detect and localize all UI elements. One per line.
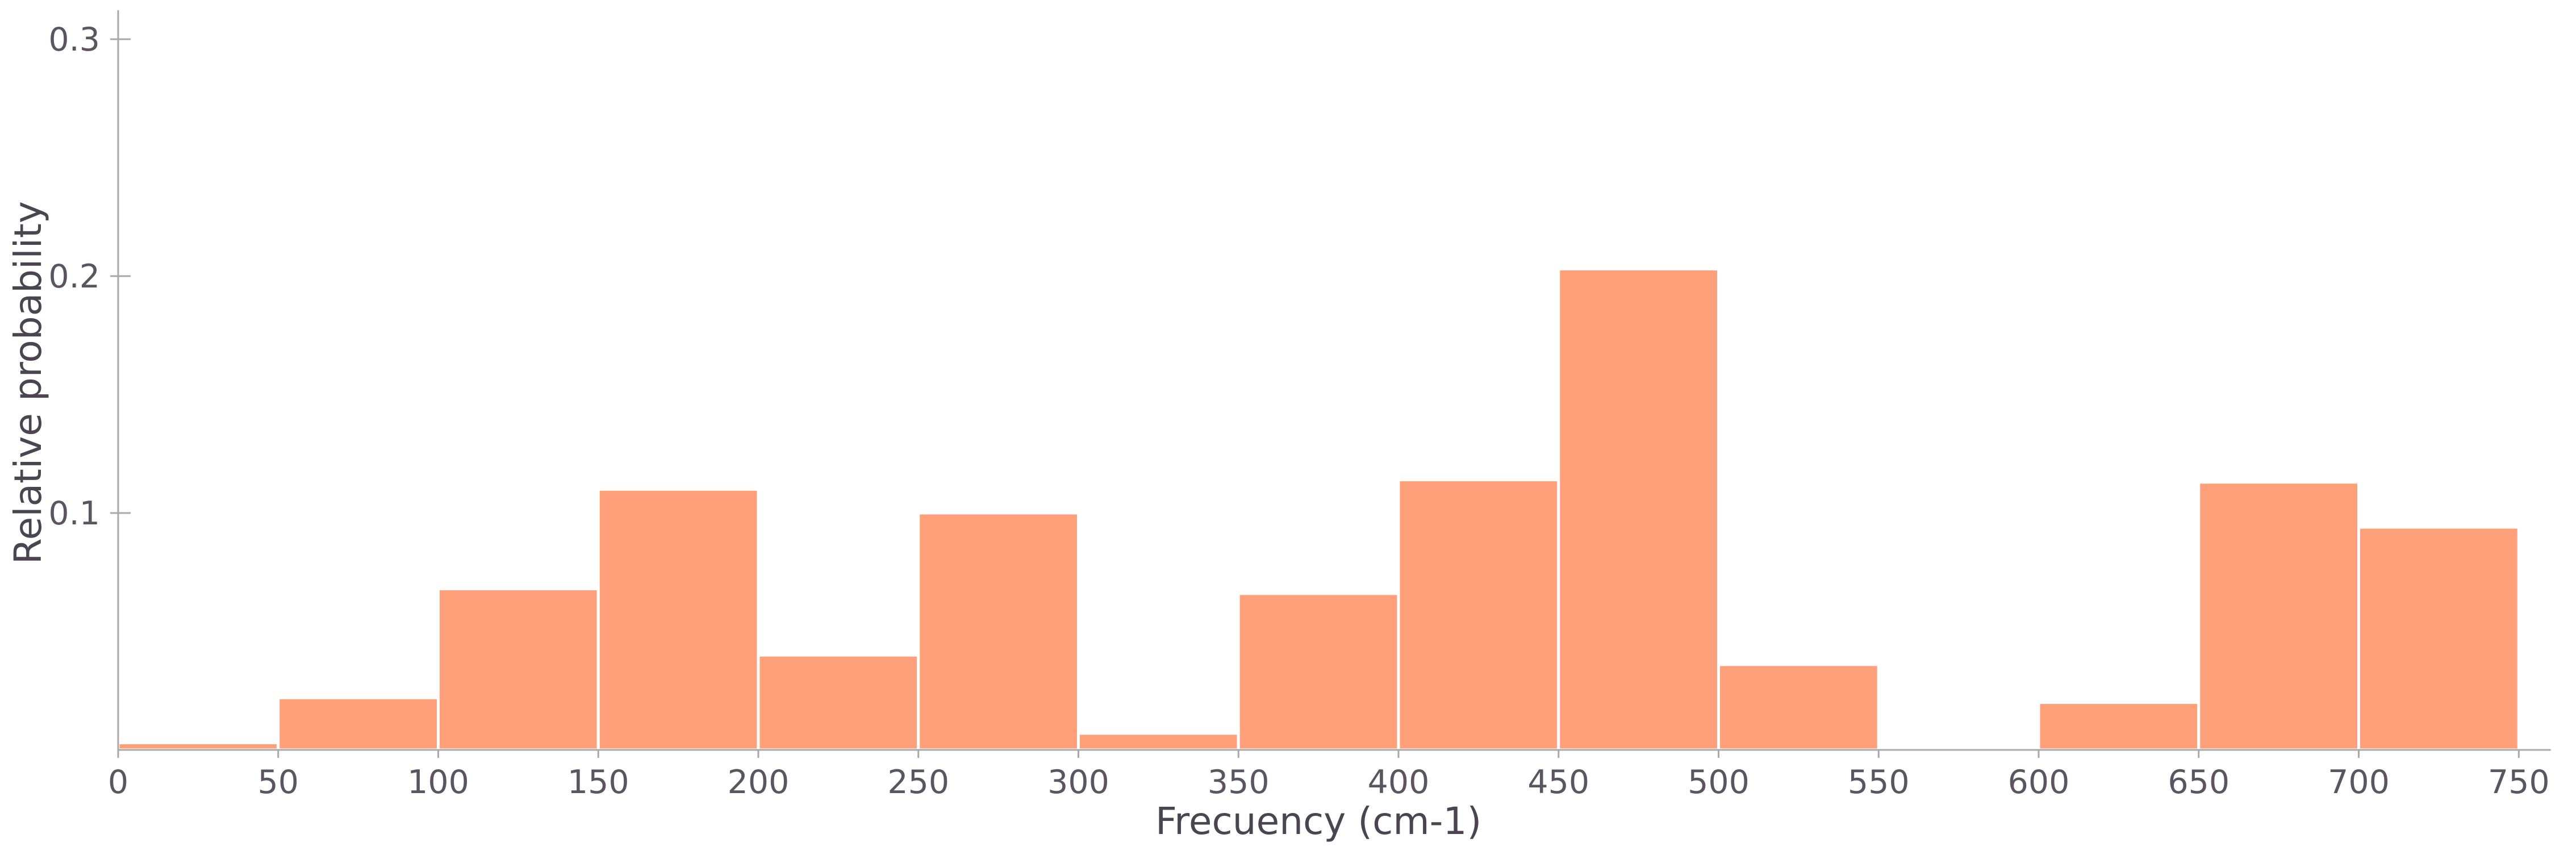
x-ticks-group: 0 50 100 150 200 250 300 350 400 450 500 550 600 650 7… — [108, 750, 2550, 801]
y-tick-label: 0.2 — [48, 258, 100, 295]
histogram-bar-450-500 — [1557, 267, 1720, 752]
x-tick-label: 600 — [2008, 764, 2070, 801]
histogram-bar-250-300 — [917, 511, 1080, 752]
histogram-bar-50-100 — [277, 696, 440, 752]
histogram-bar-0-50 — [116, 741, 280, 752]
y-ticks-group: 0.1 0.2 0.3 — [48, 21, 131, 532]
histogram-bar-500-550 — [1717, 663, 1880, 752]
x-tick-label: 400 — [1368, 764, 1430, 801]
histogram-bar-300-350 — [1077, 732, 1240, 752]
x-tick-label: 550 — [1848, 764, 1910, 801]
y-axis-title: Relative probability — [6, 201, 50, 564]
x-tick-label: 150 — [567, 764, 629, 801]
x-tick-label: 450 — [1527, 764, 1589, 801]
x-tick-label: 350 — [1208, 764, 1270, 801]
x-tick-label: 100 — [407, 764, 469, 801]
x-tick-label: 250 — [887, 764, 949, 801]
x-tick-label: 50 — [257, 764, 299, 801]
x-tick-label: 0 — [108, 764, 128, 801]
x-tick-label: 500 — [1688, 764, 1750, 801]
y-tick-label: 0.3 — [48, 21, 100, 59]
histogram-bar-400-450 — [1397, 478, 1560, 752]
histogram-bar-700-750 — [2357, 526, 2520, 752]
y-tick-label: 0.1 — [48, 495, 100, 532]
x-tick-label: 650 — [2168, 764, 2230, 801]
x-axis-title: Frecuency (cm-1) — [1155, 799, 1481, 843]
histogram-bar-650-700 — [2197, 481, 2360, 752]
histogram-bar-100-150 — [437, 587, 600, 752]
histogram-bar-600-650 — [2037, 701, 2201, 752]
x-tick-label: 750 — [2488, 764, 2550, 801]
x-tick-label: 200 — [728, 764, 790, 801]
axes-group — [117, 10, 2551, 751]
x-tick-label: 300 — [1047, 764, 1109, 801]
x-tick-label: 700 — [2328, 764, 2390, 801]
bars-group — [116, 267, 2520, 752]
histogram-bar-200-250 — [757, 653, 920, 752]
histogram-bar-350-400 — [1237, 592, 1400, 752]
histogram-bar-150-200 — [596, 487, 760, 752]
